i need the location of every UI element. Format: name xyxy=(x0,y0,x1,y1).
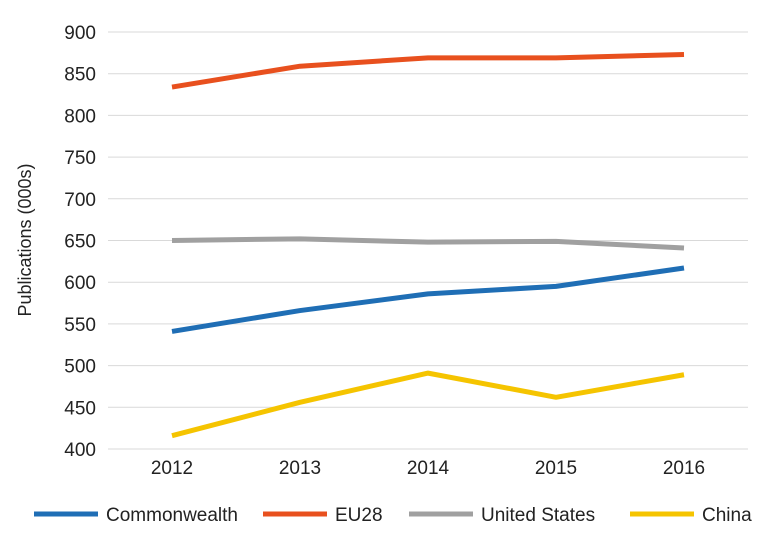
y-tick-label: 500 xyxy=(64,357,96,378)
y-tick-label: 800 xyxy=(64,106,96,127)
x-tick-label: 2012 xyxy=(151,458,193,479)
legend: Commonwealth EU28 United States China xyxy=(34,505,752,526)
legend-label-commonwealth: Commonwealth xyxy=(106,505,238,526)
y-tick-label: 450 xyxy=(64,398,96,419)
legend-label-eu28: EU28 xyxy=(335,505,383,526)
series-line-china xyxy=(171,370,685,439)
y-tick-label: 550 xyxy=(64,315,96,336)
y-tick-label: 400 xyxy=(64,440,96,461)
series-line-united-states xyxy=(171,236,685,251)
y-axis-title: Publications (000s) xyxy=(15,163,35,316)
series-lines xyxy=(171,52,685,439)
y-tick-label: 650 xyxy=(64,232,96,253)
y-axis-ticks: 400 450 500 550 600 650 700 750 800 850 900 xyxy=(64,23,96,461)
y-tick-label: 600 xyxy=(64,273,96,294)
x-tick-label: 2016 xyxy=(663,458,705,479)
x-tick-label: 2014 xyxy=(407,458,450,479)
y-tick-label: 750 xyxy=(64,148,96,169)
x-tick-label: 2015 xyxy=(535,458,577,479)
y-tick-label: 850 xyxy=(64,65,96,86)
series-line-eu28 xyxy=(171,52,685,90)
y-tick-label: 700 xyxy=(64,190,96,211)
y-tick-label: 900 xyxy=(64,23,96,44)
x-axis-ticks: 2012 2013 2014 2015 2016 xyxy=(151,458,705,479)
legend-label-united-states: United States xyxy=(481,505,595,526)
x-tick-label: 2013 xyxy=(279,458,321,479)
legend-label-china: China xyxy=(702,505,752,526)
series-line-commonwealth xyxy=(171,265,685,334)
